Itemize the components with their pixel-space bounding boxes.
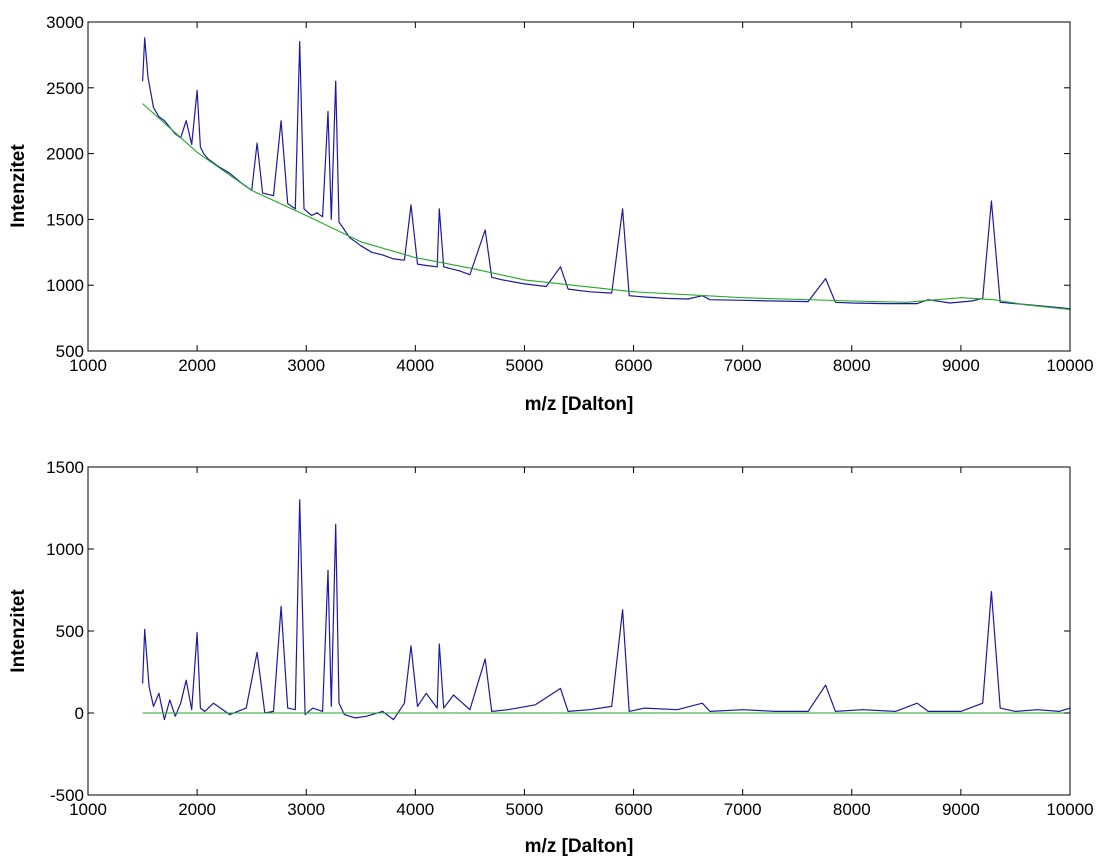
x-tick-label: 7000 — [724, 356, 762, 375]
x-tick-label: 9000 — [942, 800, 980, 819]
y-tick-label: 0 — [75, 704, 84, 723]
x-tick-label: 3000 — [287, 356, 325, 375]
x-axis-title: m/z [Dalton] — [525, 836, 634, 857]
y-tick-label: 500 — [56, 622, 84, 641]
x-tick-label: 5000 — [506, 356, 544, 375]
x-tick-label: 3000 — [287, 800, 325, 819]
x-tick-label: 10000 — [1046, 800, 1093, 819]
x-tick-label: 1000 — [69, 356, 107, 375]
x-tick-label: 4000 — [396, 356, 434, 375]
y-tick-label: 2500 — [46, 79, 84, 98]
x-tick-label: 10000 — [1046, 356, 1093, 375]
x-tick-label: 4000 — [396, 800, 434, 819]
y-tick-label: 3000 — [46, 13, 84, 32]
y-tick-label: 1000 — [46, 276, 84, 295]
x-tick-label: 2000 — [178, 800, 216, 819]
x-tick-label: 2000 — [178, 356, 216, 375]
x-axis-title: m/z [Dalton] — [525, 394, 634, 415]
baseline-line-1 — [142, 103, 1070, 311]
x-tick-label: 7000 — [724, 800, 762, 819]
y-tick-label: -500 — [50, 786, 84, 805]
spectrum-line-1 — [142, 37, 1070, 310]
x-tick-label: 5000 — [506, 800, 544, 819]
axes-frame-2 — [87, 466, 1071, 796]
y-tick-label: 1500 — [46, 458, 84, 477]
y-axis-title: Intenzitet — [8, 589, 29, 673]
subplot-2: 1000 2000 3000 4000 5000 6000 7000 8000 9000 1000… — [8, 458, 1094, 857]
subplot-1: 1000 2000 3000 4000 5000 6000 7000 8000 9000 1000… — [8, 13, 1094, 415]
x-tick-label: 8000 — [833, 356, 871, 375]
y-tick-label: 2000 — [46, 145, 84, 164]
y-tick-label: 1500 — [46, 210, 84, 229]
x-tick-label: 6000 — [615, 356, 653, 375]
x-tick-label: 9000 — [942, 356, 980, 375]
x-tick-label: 1000 — [69, 800, 107, 819]
y-tick-label: 1000 — [46, 540, 84, 559]
y-axis-title: Intenzitet — [8, 144, 29, 228]
y-tick-label: 500 — [56, 342, 84, 361]
x-tick-label: 6000 — [615, 800, 653, 819]
x-tick-label: 8000 — [833, 800, 871, 819]
spectrum-line-2 — [142, 499, 1070, 721]
axes-frame-1 — [87, 21, 1071, 352]
